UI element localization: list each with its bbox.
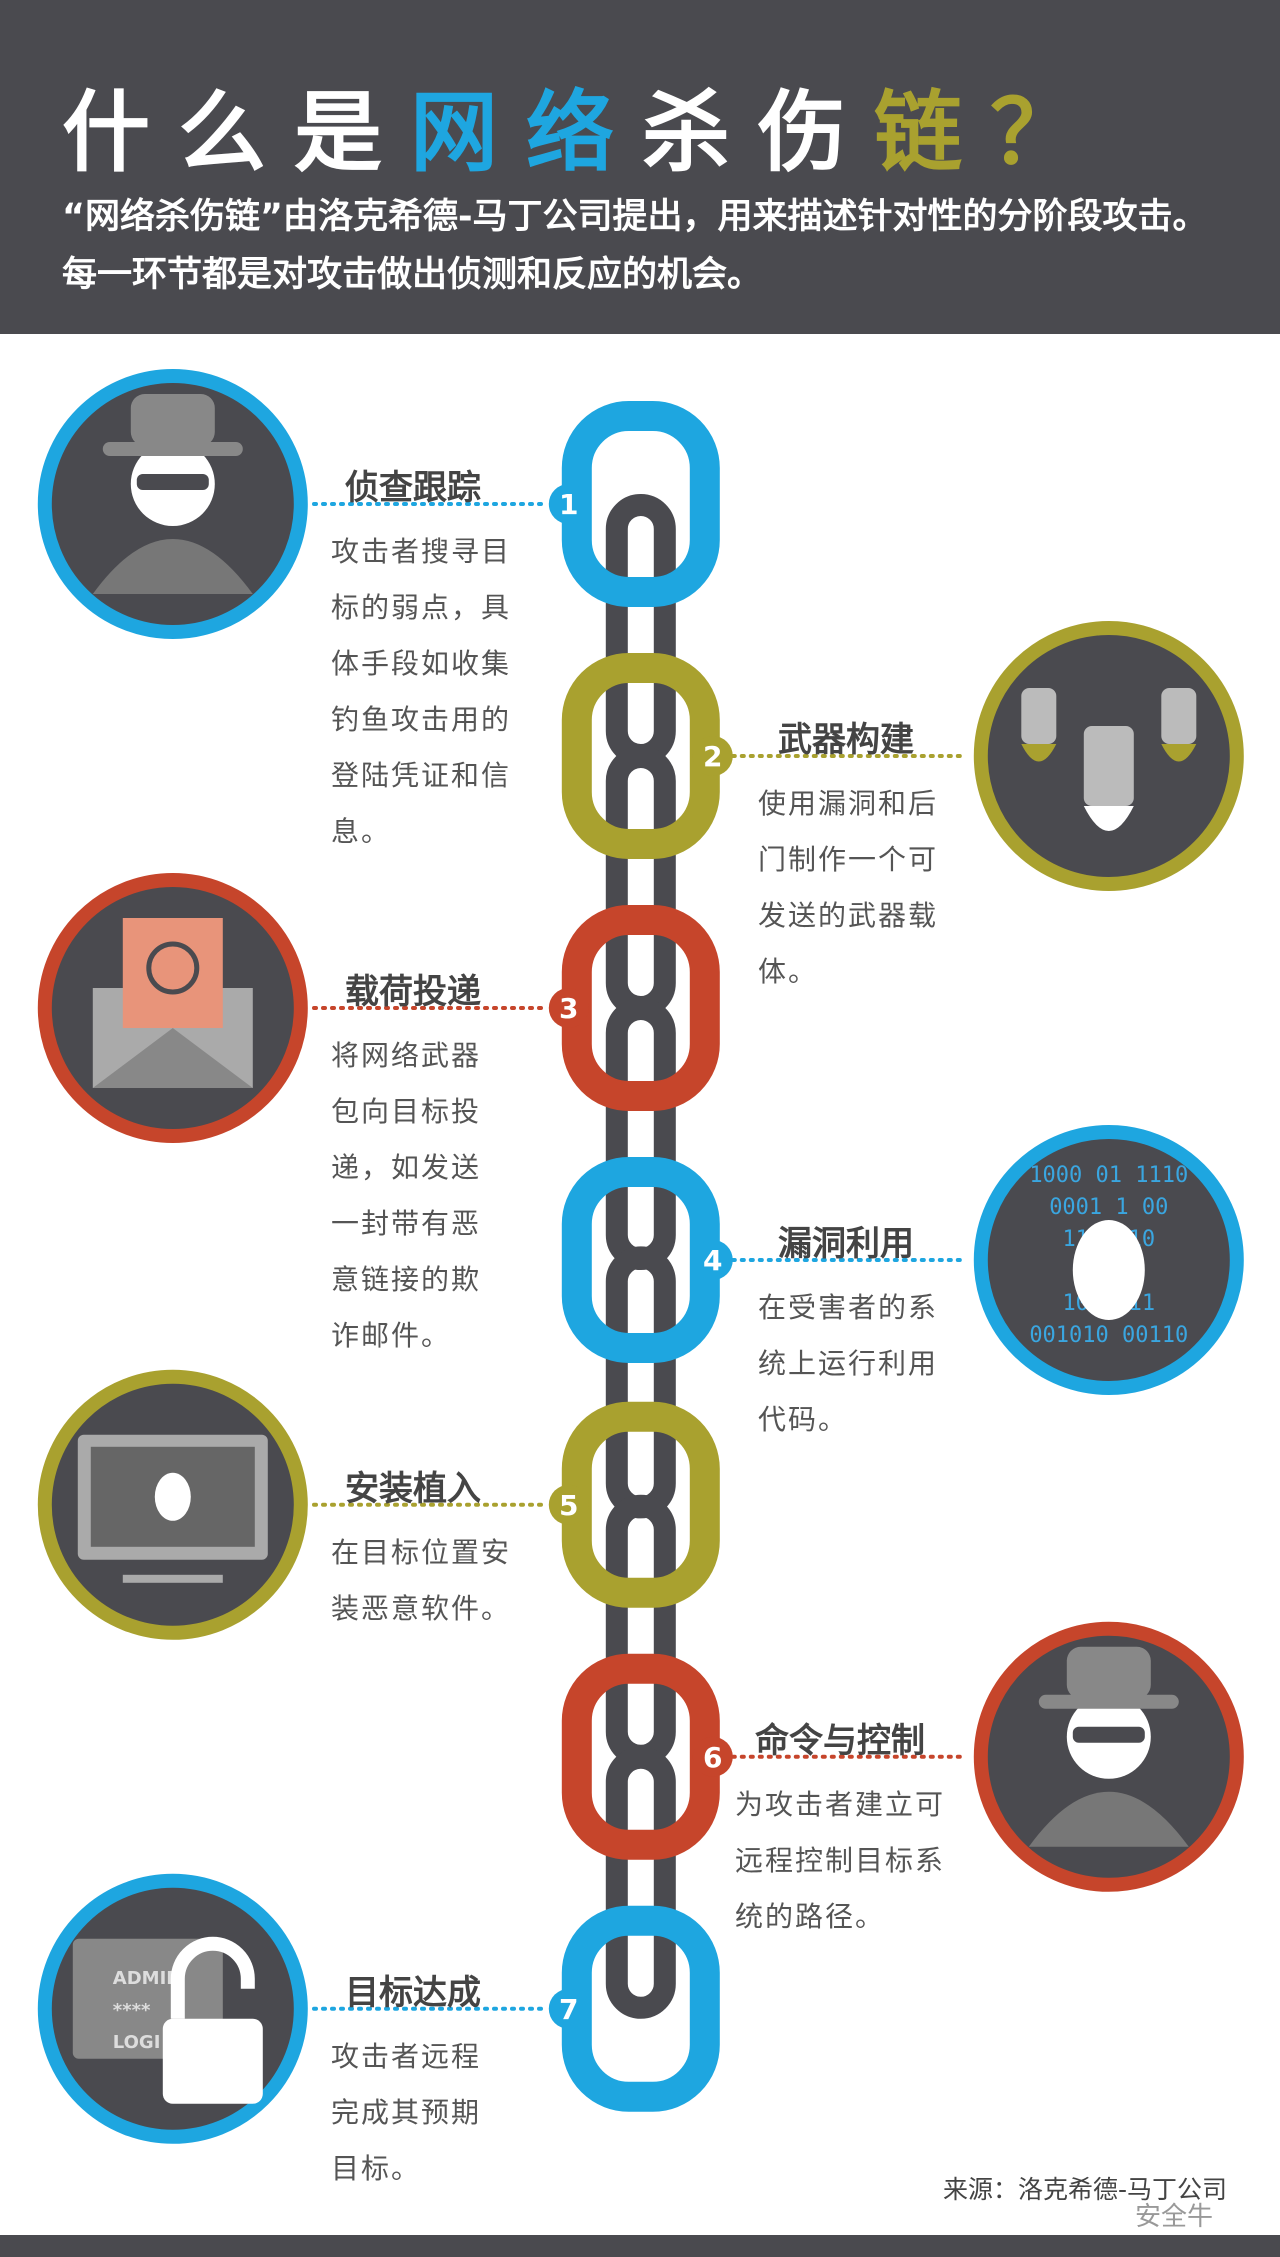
title-part: ？ xyxy=(990,81,1107,184)
step-text: 攻击者搜寻目标的弱点，具体手段如收集钓鱼攻击用的登陆凭证和信息。 xyxy=(331,535,512,848)
icon-skull xyxy=(146,941,200,995)
icon-hat-top xyxy=(1066,1646,1151,1699)
icon-shackle xyxy=(170,1936,255,2019)
step-icon xyxy=(37,369,308,639)
icon-login-text: **** xyxy=(113,2000,151,2021)
step-title: 命令与控制 xyxy=(755,1720,925,1761)
step-number-badge xyxy=(692,736,733,776)
step-number-badge xyxy=(548,988,589,1028)
step-number-badge xyxy=(692,1736,733,1777)
subtitle: “网络杀伤链”由洛克希德-马丁公司提出，用来描述针对性的分阶段攻击。每一环节都是… xyxy=(62,197,1208,295)
icon-bomb-tip xyxy=(1021,744,1057,762)
step-title: 安装植入 xyxy=(345,1468,481,1509)
icon-hat-top xyxy=(130,394,215,446)
icon-glasses xyxy=(1072,1726,1145,1743)
icon-hat xyxy=(102,442,243,456)
icon-hat xyxy=(1038,1694,1179,1709)
footer-bar xyxy=(0,2235,1280,2257)
step-icon xyxy=(973,1621,1244,1892)
step-text: 在目标位置安装恶意软件。 xyxy=(331,1535,512,1625)
icon-bug xyxy=(1072,1220,1145,1320)
icon-figure xyxy=(1028,1791,1189,1847)
icon-binary: 0001 1 00 xyxy=(1049,1195,1168,1220)
step-number-badge xyxy=(548,1988,589,2029)
source: 来源：洛克希德-马丁公司 xyxy=(943,2175,1228,2204)
title-part: 什么是 xyxy=(62,81,411,184)
step-number-badge xyxy=(548,484,589,524)
step-number: 3 xyxy=(559,992,578,1025)
icon-figure xyxy=(92,539,253,594)
step-title: 侦查跟踪 xyxy=(345,468,481,508)
step-text: 攻击者远程完成其预期目标。 xyxy=(331,2039,482,2185)
icon-bug xyxy=(154,1472,191,1521)
icon-binary: 001010 00110 xyxy=(1029,1323,1188,1348)
step-title: 载荷投递 xyxy=(345,972,481,1012)
step-number: 6 xyxy=(703,1741,722,1774)
chain-link xyxy=(605,1494,676,1767)
chain-link xyxy=(605,494,676,766)
step-number-badge xyxy=(548,1484,589,1525)
chain-link xyxy=(605,1746,676,2019)
icon-lock xyxy=(162,2018,263,2104)
icon-login-text: LOGI xyxy=(113,2032,161,2053)
step-text: 将网络武器包向目标投递，如发送一封带有恶意链接的欺诈邮件。 xyxy=(331,1039,482,1352)
icon-binary: 1000 01 1110 xyxy=(1029,1163,1188,1188)
step-icon xyxy=(973,621,1244,891)
icon-bomb-tip xyxy=(1083,806,1134,831)
icon-stand xyxy=(122,1574,223,1583)
step-text: 使用漏洞和后门制作一个可发送的武器载体。 xyxy=(758,787,939,988)
step-number-badge xyxy=(692,1240,733,1280)
step-number: 2 xyxy=(703,740,722,773)
chain-link xyxy=(605,998,676,1270)
icon-bomb xyxy=(1083,726,1134,806)
title-part: 杀伤 xyxy=(642,81,875,184)
step-title: 武器构建 xyxy=(778,720,914,760)
step-icon: ADMIN **** LOGI xyxy=(37,1873,308,2144)
title: 什么是网络杀伤链？ xyxy=(62,62,1106,189)
step-icon xyxy=(37,873,308,1143)
icon-bomb xyxy=(1021,688,1057,744)
chain-link xyxy=(605,746,676,1018)
step-title: 目标达成 xyxy=(345,1972,481,2013)
icon-letter xyxy=(122,918,223,1028)
watermark: 安全牛 xyxy=(1135,2202,1214,2232)
step-number: 4 xyxy=(703,1244,722,1277)
header: 什么是网络杀伤链？ “网络杀伤链”由洛克希德-马丁公司提出，用来描述针对性的分阶… xyxy=(0,0,1280,334)
icon-glasses xyxy=(136,474,209,490)
step-number: 1 xyxy=(559,488,578,521)
step-number: 7 xyxy=(559,1993,578,2026)
step-icon xyxy=(37,1369,308,1640)
title-part: 网络 xyxy=(410,81,643,184)
chain-link xyxy=(605,1246,676,1519)
icon-bomb-tip xyxy=(1161,744,1197,762)
icon-flap xyxy=(92,1028,253,1088)
icon-bomb xyxy=(1161,688,1197,744)
title-part: 链 xyxy=(874,81,991,184)
icon-login-text: ADMIN xyxy=(113,1968,182,1989)
step-text: 为攻击者建立可远程控制目标系统的路径。 xyxy=(735,1787,946,1933)
step-title: 漏洞利用 xyxy=(778,1224,914,1264)
step-text: 在受害者的系统上运行利用代码。 xyxy=(758,1291,939,1436)
step-number: 5 xyxy=(559,1489,578,1522)
